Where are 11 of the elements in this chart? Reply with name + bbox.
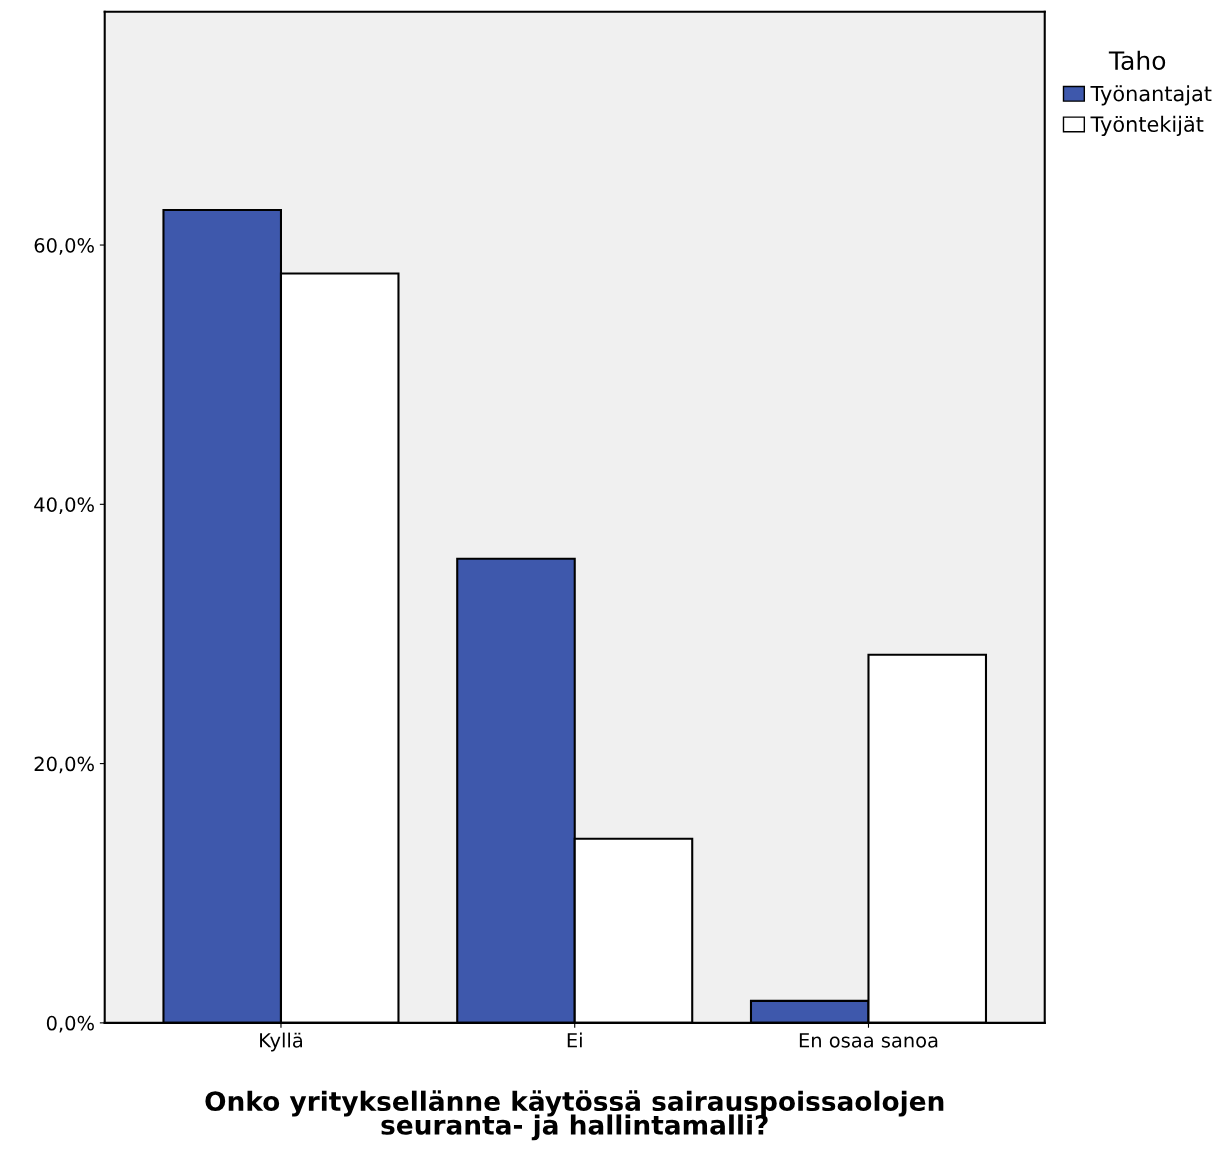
legend-label: Työnantajat <box>1090 85 1212 106</box>
legend-label: Työntekijät <box>1090 115 1204 137</box>
y-tick-label: 20,0% <box>34 756 94 774</box>
x-tick-label: Kyllä <box>260 1032 302 1052</box>
x-tick-label: Ei <box>567 1032 582 1048</box>
legend-title: Taho <box>1108 50 1166 71</box>
x-axis-title: Onko yrityksellänne käytössä sairauspoissaolojen seuranta- ja hallintamalli? <box>205 1090 944 1141</box>
y-tick-label: 40,0% <box>34 497 94 514</box>
y-tick-label: 0,0% <box>46 1015 94 1033</box>
x-tick-label: En osaa sanoa <box>799 1033 938 1048</box>
y-tick-label: 60,0% <box>34 238 94 255</box>
